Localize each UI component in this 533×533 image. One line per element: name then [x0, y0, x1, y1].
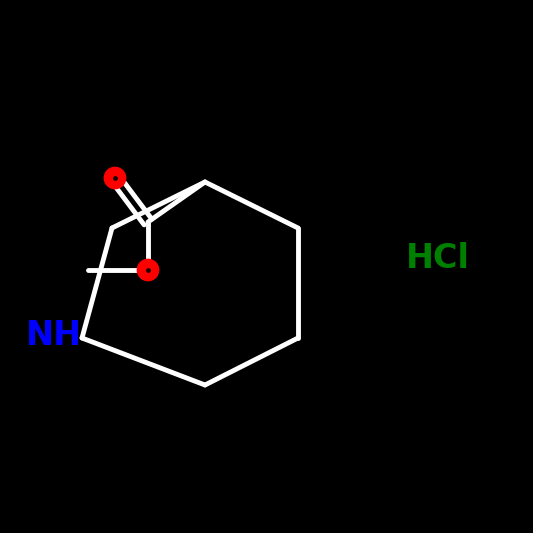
Text: NH: NH	[26, 319, 82, 352]
Text: HCl: HCl	[406, 241, 470, 274]
Circle shape	[104, 167, 126, 189]
Circle shape	[138, 260, 159, 281]
